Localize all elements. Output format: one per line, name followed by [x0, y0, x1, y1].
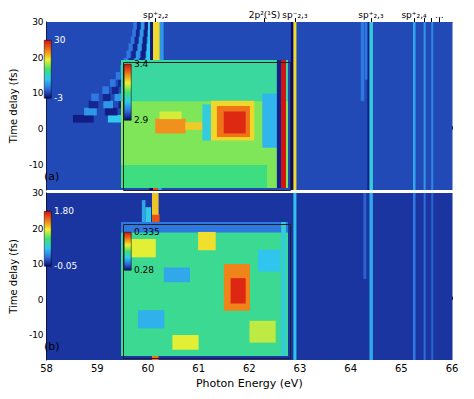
- svg-text:1.80: 1.80: [54, 206, 74, 216]
- svg-text:61: 61: [192, 363, 205, 374]
- svg-text:10: 10: [32, 88, 44, 98]
- svg-text:-10: -10: [29, 160, 44, 170]
- svg-text:20: 20: [32, 224, 44, 234]
- svg-text:Photon Energy (eV): Photon Energy (eV): [196, 377, 303, 390]
- svg-text:2.9: 2.9: [134, 115, 149, 125]
- svg-text:(b): (b): [44, 340, 60, 353]
- svg-text:0.335: 0.335: [134, 227, 160, 237]
- svg-text:-10: -10: [29, 330, 44, 340]
- svg-text:20: 20: [32, 53, 44, 63]
- svg-text:30: 30: [54, 35, 66, 45]
- svg-text:59: 59: [91, 363, 104, 374]
- svg-text:65: 65: [395, 363, 408, 374]
- svg-text:(a): (a): [44, 170, 59, 183]
- svg-text:3.4: 3.4: [134, 59, 149, 69]
- svg-text:sp⁺₂,₂: sp⁺₂,₂: [143, 10, 169, 20]
- svg-text:58: 58: [40, 363, 53, 374]
- svg-text:sp⁺₂,₄: sp⁺₂,₄: [401, 10, 427, 20]
- svg-text:62: 62: [243, 363, 256, 374]
- svg-text:2p²(¹S): 2p²(¹S): [249, 10, 280, 20]
- svg-text:0.28: 0.28: [134, 265, 154, 275]
- svg-text:30: 30: [32, 188, 44, 198]
- svg-text:66: 66: [446, 363, 459, 374]
- svg-text:0: 0: [38, 124, 44, 134]
- svg-text:63: 63: [294, 363, 307, 374]
- svg-text:-3: -3: [54, 93, 63, 103]
- svg-text:Time delay (fs): Time delay (fs): [8, 239, 19, 315]
- svg-text:sp⁺₂,₃: sp⁺₂,₃: [358, 10, 384, 20]
- svg-text:-0.05: -0.05: [54, 261, 77, 271]
- svg-text:64: 64: [344, 363, 357, 374]
- svg-text:10: 10: [32, 259, 44, 269]
- svg-text:30: 30: [32, 17, 44, 27]
- svg-text:Time delay (fs): Time delay (fs): [8, 69, 19, 145]
- svg-text:...: ...: [435, 10, 444, 20]
- svg-text:0: 0: [38, 295, 44, 305]
- svg-text:sp⁻₂,₃: sp⁻₂,₃: [282, 10, 308, 20]
- svg-text:60: 60: [142, 363, 155, 374]
